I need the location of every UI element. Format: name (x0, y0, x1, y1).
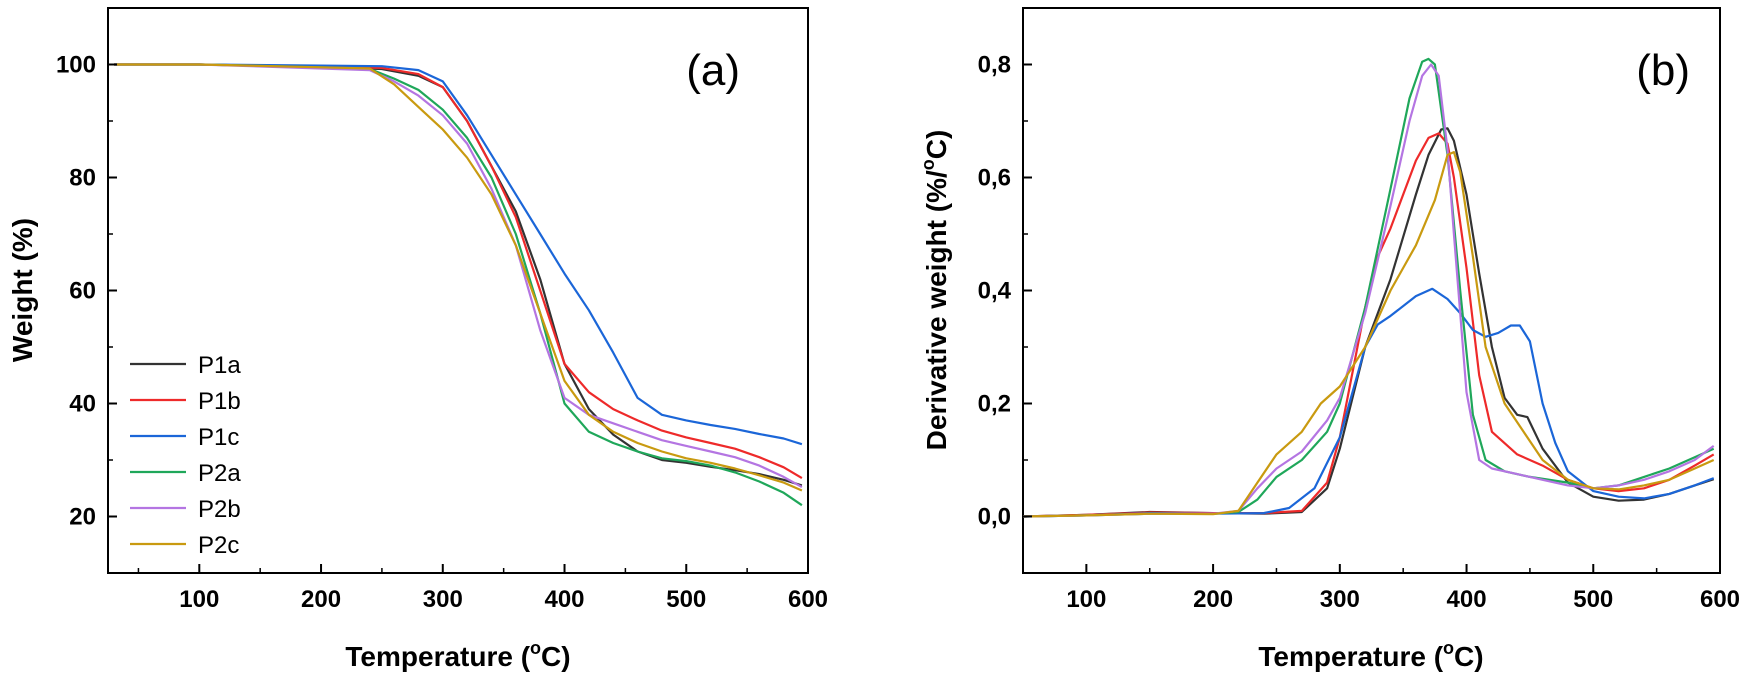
y-tick-label: 20 (69, 504, 96, 531)
legend-label-p1a: P1a (198, 352, 241, 379)
y-tick-label: 0,8 (978, 52, 1011, 79)
x-tick-label: 200 (301, 586, 341, 613)
x-tick-label: 100 (179, 586, 219, 613)
y-tick-label: 0,4 (978, 278, 1012, 305)
y-ticks-group: 20 40 60 80 100 (56, 7, 117, 574)
x-axis-title: Temperature (oC) (1258, 638, 1483, 672)
x-tick-label: 300 (423, 586, 463, 613)
panel-label: (a) (686, 46, 740, 95)
series-line-p1b (1022, 132, 1715, 518)
x-ticks-group: 100 200 300 400 500 600 (137, 564, 828, 613)
x-tick-label: 600 (1700, 586, 1740, 613)
legend-label-p2b: P2b (198, 496, 241, 523)
series-line-p1c (1022, 287, 1715, 518)
legend-label-p1c: P1c (198, 424, 239, 451)
y-tick-label: 0,6 (978, 165, 1011, 192)
x-axis-title: Temperature (oC) (345, 638, 570, 672)
legend-label-p1b: P1b (198, 388, 241, 415)
series-line-p2a (1022, 57, 1715, 518)
y-axis-title: Derivative weight (%/oC) (918, 130, 952, 451)
y-axis-title: Weight (%) (7, 218, 38, 362)
x-ticks-group: 100 200 300 400 500 600 (1022, 564, 1740, 613)
y-tick-label: 40 (69, 391, 96, 418)
series-line-p1a (1022, 127, 1715, 518)
x-tick-label: 100 (1066, 586, 1106, 613)
y-tick-label: 80 (69, 165, 96, 192)
x-tick-label: 600 (788, 586, 828, 613)
series-line-p2a (114, 63, 803, 507)
legend-label-p2c: P2c (198, 532, 239, 559)
series-line-p1b (114, 63, 803, 480)
panel-label: (b) (1636, 46, 1690, 95)
panel-a-weight-chart: 100 200 300 400 500 600 20 40 60 80 100 (a) Tempe… (7, 7, 828, 672)
x-tick-label: 400 (544, 586, 584, 613)
x-tick-label: 400 (1447, 586, 1487, 613)
y-tick-label: 0,2 (978, 391, 1011, 418)
curves-group (1022, 57, 1715, 518)
x-tick-label: 300 (1320, 586, 1360, 613)
curves-group (114, 63, 803, 507)
panel-b-derivative-chart: 100 200 300 400 500 600 0,0 0,2 0,4 0,6 0,8 (b) T… (918, 7, 1740, 672)
x-tick-label: 500 (666, 586, 706, 613)
y-tick-label: 60 (69, 278, 96, 305)
series-line-p1c (114, 63, 803, 446)
y-tick-label: 100 (56, 52, 96, 79)
y-ticks-group: 0,0 0,2 0,4 0,6 0,8 (978, 7, 1032, 574)
legend: P1a P1b P1c P2a P2b P2c (130, 352, 241, 559)
x-tick-label: 200 (1193, 586, 1233, 613)
x-tick-label: 500 (1573, 586, 1613, 613)
series-line-p2c (1022, 151, 1715, 518)
series-line-p2c (114, 63, 803, 492)
legend-label-p2a: P2a (198, 460, 241, 487)
y-tick-label: 0,0 (978, 504, 1011, 531)
